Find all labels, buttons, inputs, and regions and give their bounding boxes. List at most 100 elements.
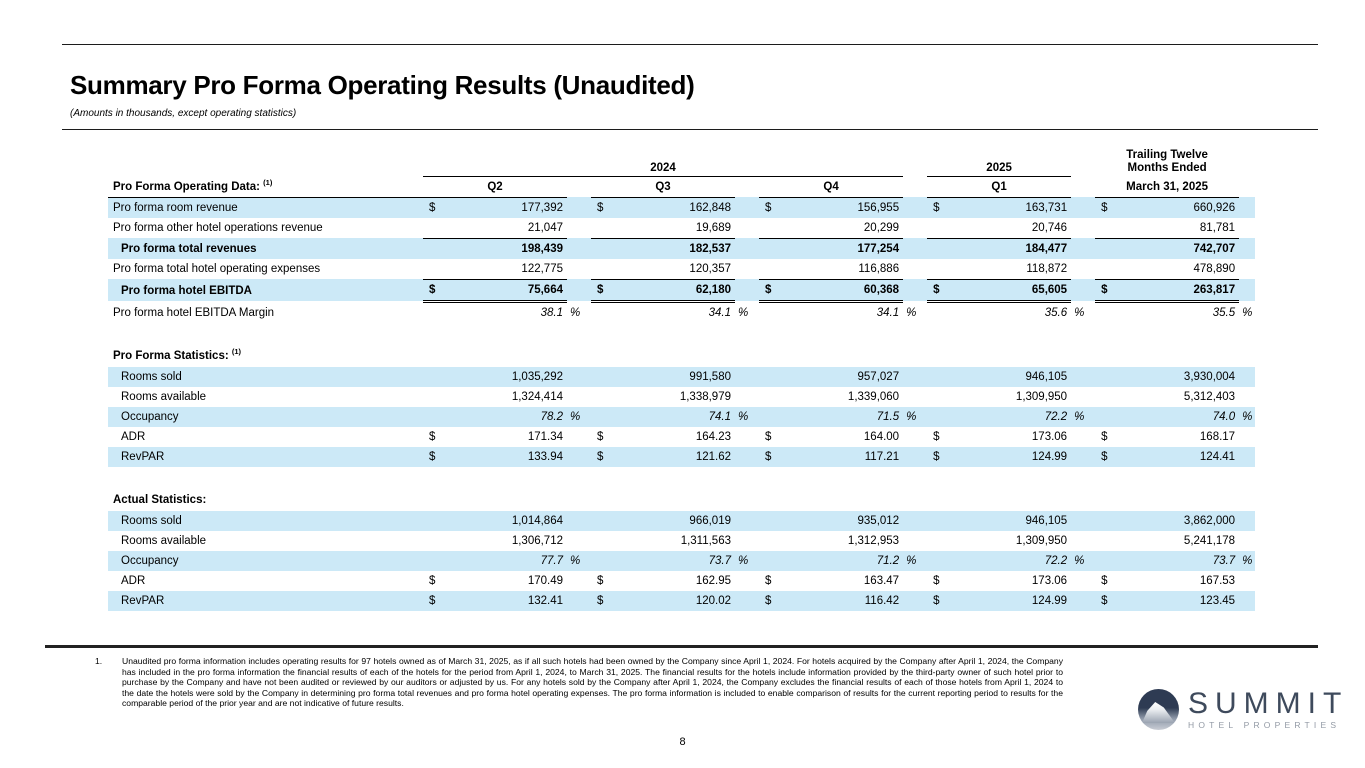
dollar-sign-cell: $ bbox=[591, 446, 621, 467]
value-cell: 123.45 bbox=[1125, 590, 1240, 611]
value-cell: 77.7 bbox=[453, 550, 567, 571]
gap-cell bbox=[903, 197, 928, 218]
value-cell: 1,339,060 bbox=[847, 390, 900, 403]
dollar-sign-cell bbox=[423, 531, 453, 551]
value-cell: 177,254 bbox=[789, 238, 904, 259]
logo-company-tagline: HOTEL PROPERTIES bbox=[1188, 720, 1341, 730]
dollar-sign-cell: $ bbox=[597, 430, 604, 443]
value-cell: 5,312,403 bbox=[1183, 390, 1236, 403]
row-label: RevPAR bbox=[108, 446, 423, 467]
gap-cell bbox=[735, 590, 759, 611]
dollar-sign-cell: $ bbox=[1095, 197, 1126, 218]
value-cell: 71.5 bbox=[789, 406, 904, 427]
value-cell: 162,848 bbox=[621, 197, 735, 218]
gap-cell bbox=[735, 279, 759, 301]
dollar-sign-cell bbox=[1095, 301, 1125, 323]
value-cell: 5,241,178 bbox=[1183, 534, 1236, 547]
table-row: Pro forma other hotel operations revenue… bbox=[108, 217, 1255, 239]
gap-cell bbox=[567, 238, 591, 259]
gap-cell: % bbox=[738, 306, 749, 319]
dollar-sign-cell bbox=[927, 217, 958, 239]
value-cell: 1,035,292 bbox=[453, 366, 567, 387]
gap-cell bbox=[903, 590, 928, 611]
dollar-sign-cell: $ bbox=[765, 574, 772, 587]
gap-cell bbox=[1239, 176, 1255, 197]
dollar-sign-cell bbox=[423, 387, 453, 407]
gap-cell bbox=[735, 259, 759, 280]
gap-cell bbox=[567, 531, 591, 551]
value-cell: 73.7 bbox=[1125, 550, 1240, 571]
quarter-header-q2: Q2 bbox=[423, 176, 567, 198]
dollar-sign-cell: $ bbox=[1101, 430, 1108, 443]
row-label: ADR bbox=[121, 430, 146, 443]
top-divider bbox=[62, 44, 1318, 45]
gap-cell bbox=[567, 366, 591, 387]
gap-cell bbox=[1239, 142, 1255, 176]
gap-cell bbox=[1071, 142, 1095, 176]
page-subtitle: (Amounts in thousands, except operating … bbox=[70, 108, 297, 119]
value-cell: 946,105 bbox=[957, 510, 1072, 531]
dollar-sign-cell bbox=[591, 258, 621, 280]
value-cell: 121.62 bbox=[621, 446, 735, 467]
dollar-sign-cell bbox=[423, 238, 453, 259]
value-cell: 3,862,000 bbox=[1125, 510, 1240, 531]
gap-cell bbox=[903, 259, 927, 280]
table-row: Rooms sold 1,035,292 991,580 957,027 946,105… bbox=[108, 366, 1256, 387]
dollar-sign-cell: $ bbox=[927, 279, 958, 303]
year-2025-header: 2025 bbox=[927, 142, 1072, 177]
dollar-sign-cell bbox=[591, 301, 621, 323]
page-number: 8 bbox=[679, 736, 686, 748]
gap-cell bbox=[1071, 531, 1095, 551]
dollar-sign-cell: $ bbox=[1095, 590, 1126, 611]
year-2024-header: 2024 bbox=[423, 142, 904, 177]
value-cell: 742,707 bbox=[1125, 238, 1240, 259]
dollar-sign-cell: $ bbox=[759, 590, 789, 611]
dollar-sign-cell bbox=[1095, 387, 1125, 407]
value-cell: 263,817 bbox=[1125, 279, 1240, 303]
gap-cell bbox=[1071, 197, 1096, 218]
value-cell: 62,180 bbox=[621, 279, 735, 303]
value-cell: 660,926 bbox=[1125, 197, 1240, 218]
value-cell: 21,047 bbox=[453, 217, 567, 239]
header-divider bbox=[62, 129, 1318, 130]
dollar-sign-cell bbox=[759, 531, 789, 551]
value-cell: 34.1 bbox=[708, 306, 731, 319]
gap-cell bbox=[567, 279, 591, 301]
dollar-sign-cell bbox=[927, 366, 958, 387]
row-label: ADR bbox=[121, 574, 146, 587]
table-row: RevPAR $132.41 $120.02 $116.42 $124.99 $123.4… bbox=[108, 590, 1256, 611]
row-label: RevPAR bbox=[108, 590, 423, 611]
dollar-sign-cell bbox=[423, 550, 453, 571]
gap-cell bbox=[1239, 238, 1256, 259]
row-label: Pro forma other hotel operations revenue bbox=[113, 222, 323, 234]
gap-cell bbox=[1239, 590, 1256, 611]
dollar-sign-cell bbox=[759, 550, 789, 571]
value-cell: 118,872 bbox=[957, 258, 1072, 280]
dollar-sign-cell: $ bbox=[927, 446, 958, 467]
value-cell: 168.17 bbox=[1199, 430, 1236, 443]
value-cell: 120.02 bbox=[621, 590, 735, 611]
gap-cell bbox=[1239, 279, 1256, 301]
dollar-sign-cell bbox=[759, 387, 789, 407]
gap-cell bbox=[1071, 571, 1095, 591]
dollar-sign-cell: $ bbox=[591, 197, 621, 218]
dollar-sign-cell bbox=[927, 238, 958, 259]
dollar-sign-cell: $ bbox=[591, 590, 621, 611]
gap-cell bbox=[903, 387, 927, 407]
value-cell: 122,775 bbox=[453, 258, 567, 280]
value-cell: 171.34 bbox=[527, 430, 563, 443]
gap-cell: % bbox=[567, 406, 591, 427]
dollar-sign-cell: $ bbox=[1101, 574, 1108, 587]
gap-cell bbox=[567, 446, 591, 467]
footnote: 1. Unaudited pro forma information inclu… bbox=[95, 656, 1063, 709]
value-cell: 117.21 bbox=[789, 446, 904, 467]
value-cell: 163.47 bbox=[863, 574, 900, 587]
dollar-sign-cell bbox=[1095, 510, 1126, 531]
gap-cell bbox=[1239, 197, 1256, 218]
table-row: Rooms sold 1,014,864 966,019 935,012 946,105… bbox=[108, 510, 1256, 531]
value-cell: 34.1 bbox=[876, 306, 900, 319]
value-cell: 164.00 bbox=[863, 430, 900, 443]
gap-cell bbox=[1071, 387, 1095, 407]
gap-cell bbox=[735, 446, 759, 467]
value-cell: 991,580 bbox=[621, 366, 735, 387]
